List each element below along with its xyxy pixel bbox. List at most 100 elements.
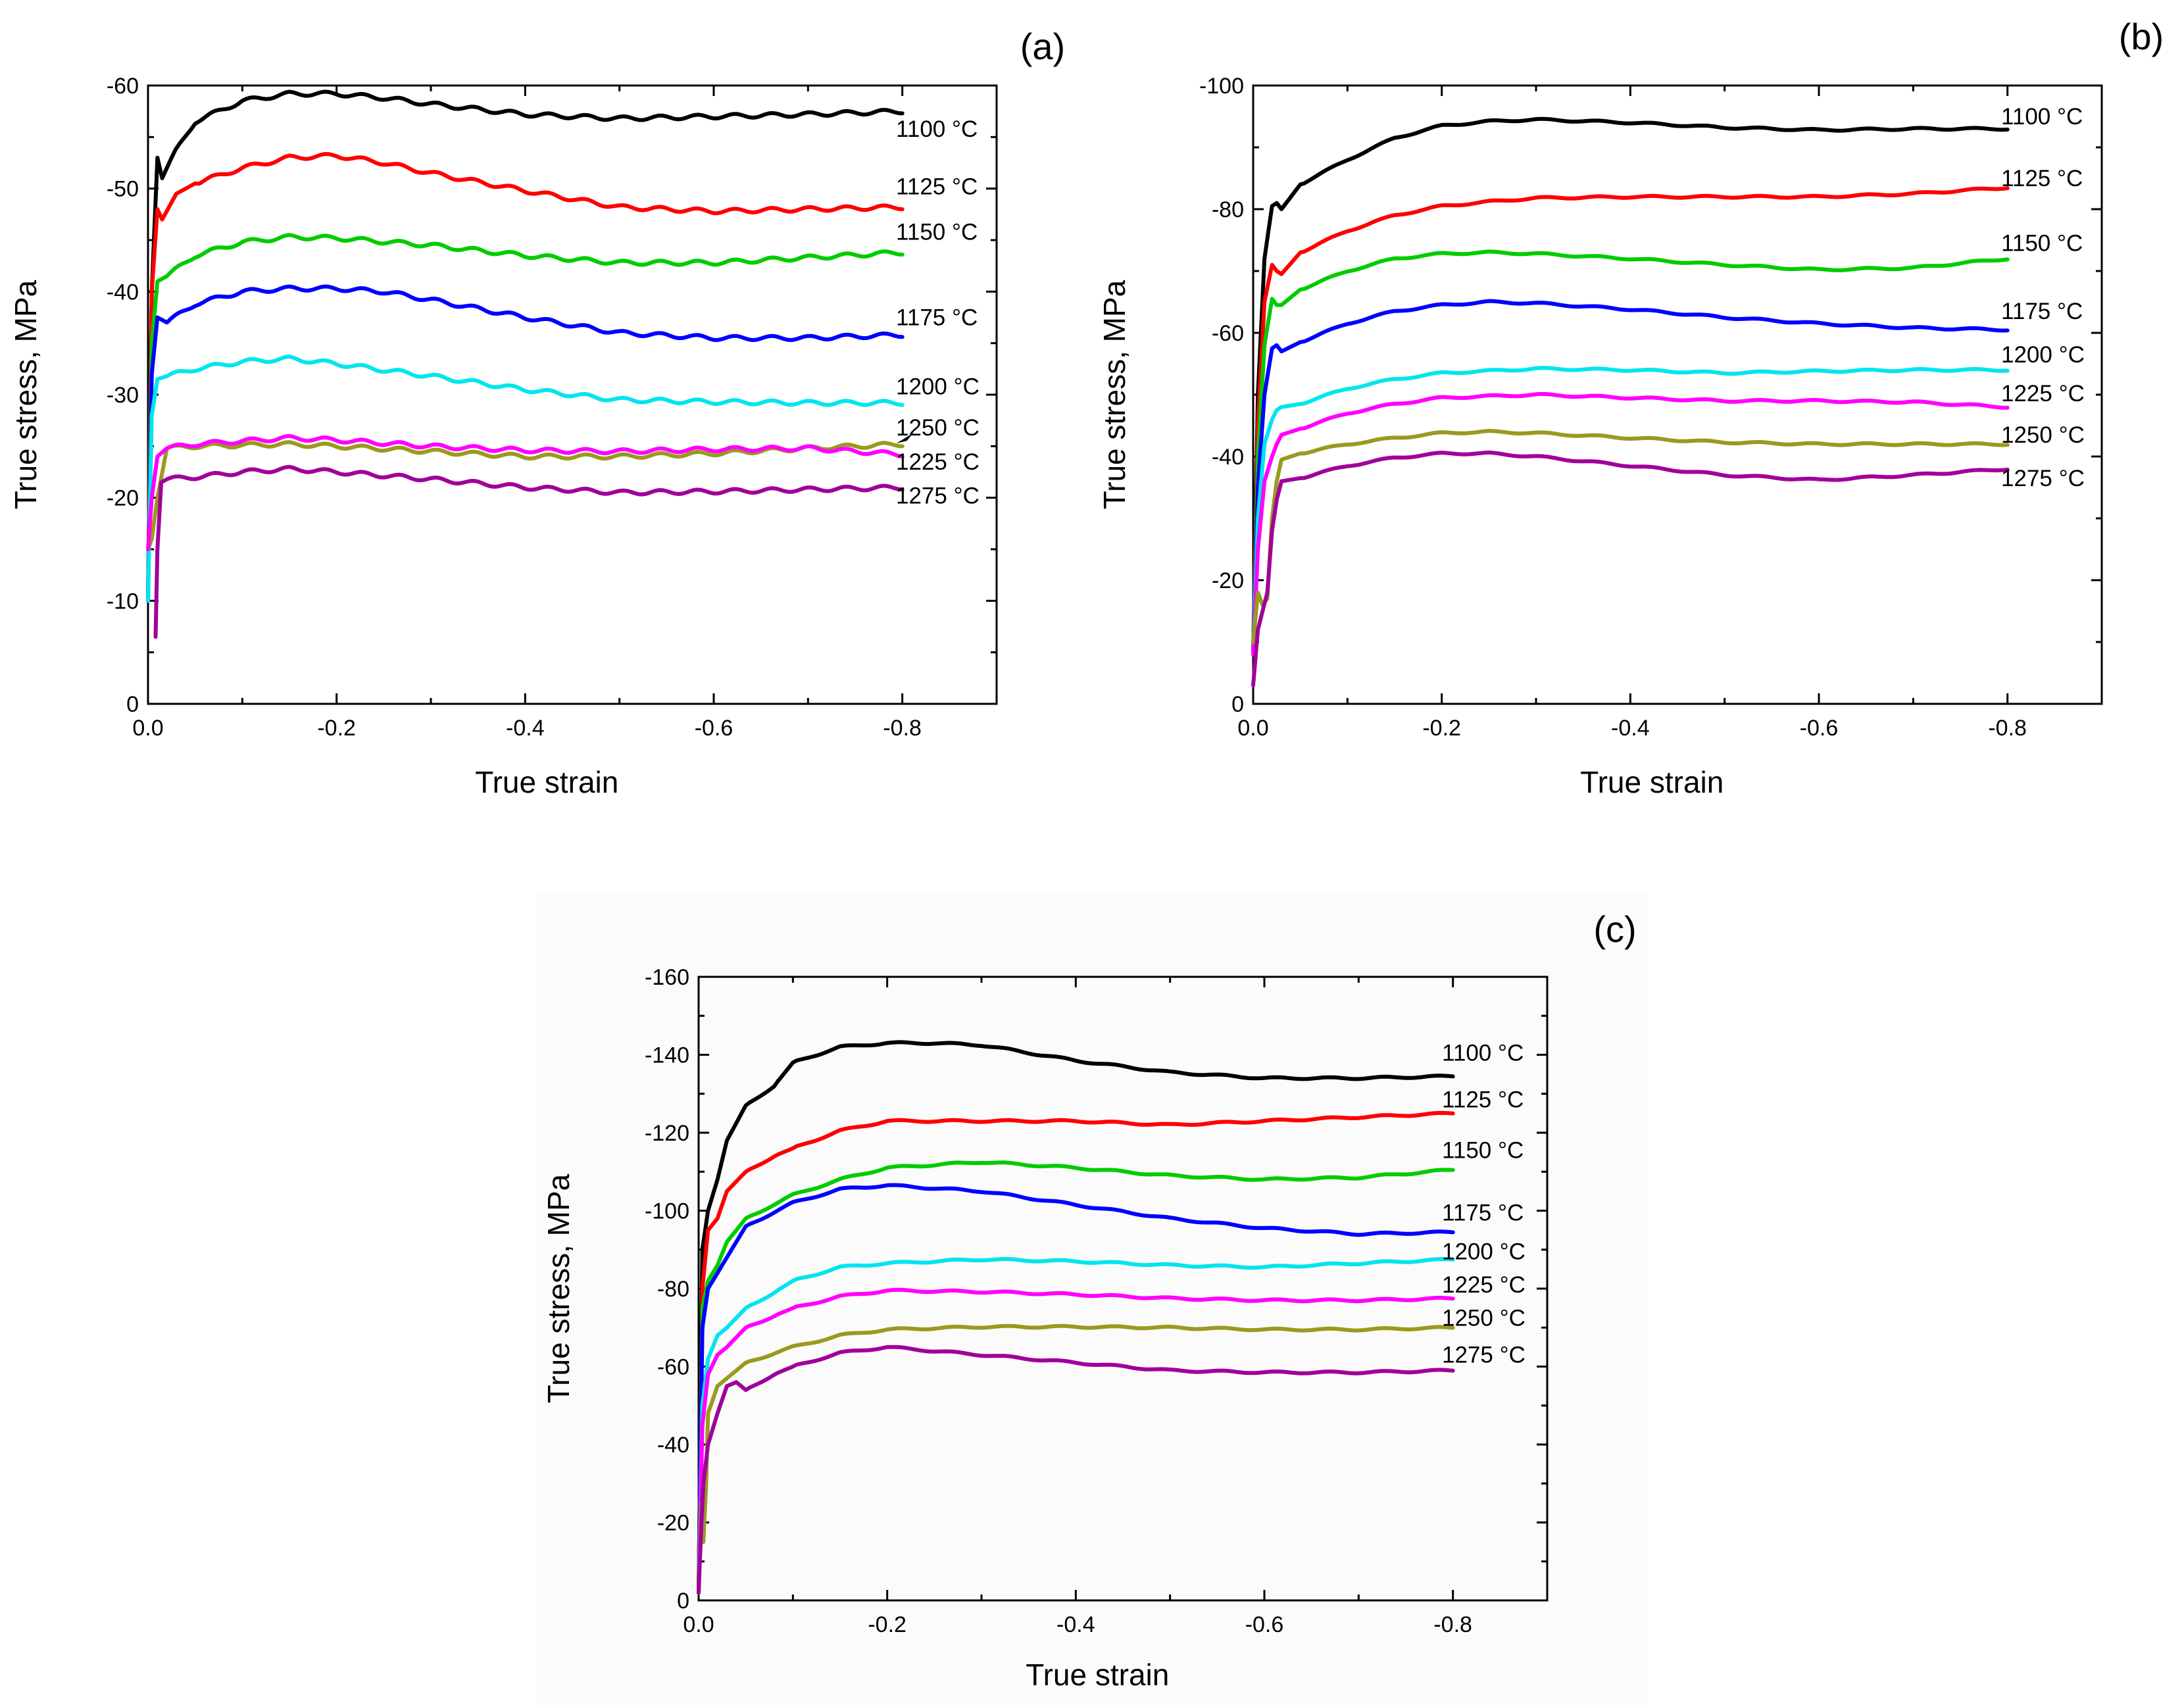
chart-panel-a: 0.0 -0.2 -0.4 -0.6 -0.8 0 -10 -20 -30 -40 -50 -60 Tr… bbox=[9, 26, 1065, 799]
y-tick-label: -60 bbox=[657, 1355, 689, 1380]
series-label-1125: 1125 °C bbox=[896, 174, 978, 200]
x-tick-label: -0.4 bbox=[1056, 1612, 1095, 1637]
y-axis-title: True stress, MPa bbox=[541, 1174, 576, 1403]
plot-frame bbox=[1252, 84, 2103, 705]
y-axis-title: True stress, MPa bbox=[9, 280, 43, 509]
series-label-1125: 1125 °C bbox=[2001, 166, 2083, 191]
x-tick-label: -0.4 bbox=[1611, 716, 1650, 741]
series-label-1150: 1150 °C bbox=[2001, 231, 2083, 257]
series-curve-1225 bbox=[1251, 392, 2010, 656]
y-tick-label: -20 bbox=[107, 486, 139, 511]
x-tick-label: -0.6 bbox=[1800, 716, 1839, 741]
series-label-1225: 1225 °C bbox=[1442, 1272, 1526, 1298]
series-curve-1150 bbox=[697, 1160, 1455, 1595]
series-label-1100: 1100 °C bbox=[1442, 1041, 1524, 1066]
series-curve-1250 bbox=[146, 440, 905, 551]
panel-label: (c) bbox=[1593, 908, 1636, 950]
series-curve-1175 bbox=[146, 284, 905, 603]
y-tick-label: -30 bbox=[107, 383, 139, 408]
chart-panel-c: 0.0 -0.2 -0.4 -0.6 -0.8 0 -20 -40 -60 -80 -100 -120… bbox=[541, 908, 1637, 1692]
y-tick-label: -20 bbox=[657, 1511, 689, 1536]
y-tick-label: -80 bbox=[1212, 197, 1244, 222]
series-label-1200: 1200 °C bbox=[896, 374, 980, 399]
y-tick-label: -20 bbox=[1212, 568, 1244, 593]
chart-panel-b: 0.0 -0.2 -0.4 -0.6 -0.8 0 -20 -40 -60 -80 -100 True… bbox=[1097, 16, 2164, 799]
x-axis-title: True strain bbox=[1026, 1658, 1169, 1692]
series-label-1200: 1200 °C bbox=[1442, 1239, 1526, 1265]
x-tick-label: -0.2 bbox=[1422, 716, 1461, 741]
series-curve-1200 bbox=[1251, 366, 2010, 656]
series-label-1175: 1175 °C bbox=[896, 305, 978, 331]
series-curve-1100 bbox=[1251, 116, 2010, 656]
y-tick-label: -40 bbox=[1212, 445, 1244, 470]
series-curve-1225 bbox=[146, 433, 905, 551]
y-tick-label: -40 bbox=[107, 280, 139, 305]
series-curve-1125 bbox=[1251, 186, 2010, 656]
series-curve-1125 bbox=[146, 152, 905, 603]
series-curve-1100 bbox=[146, 89, 905, 603]
series-curve-1150 bbox=[1251, 249, 2010, 656]
series-label-1250: 1250 °C bbox=[1442, 1305, 1526, 1331]
y-axis-title: True stress, MPa bbox=[1097, 280, 1131, 509]
y-tick-label: 0 bbox=[126, 692, 139, 717]
series-curve-1125 bbox=[697, 1110, 1455, 1595]
x-tick-label: -0.4 bbox=[506, 716, 545, 741]
y-tick-label: 0 bbox=[677, 1589, 689, 1614]
series-label-1225: 1225 °C bbox=[896, 449, 980, 475]
x-tick-label: -0.8 bbox=[1433, 1612, 1472, 1637]
series-curve-1100 bbox=[697, 1040, 1455, 1595]
x-axis-title: True strain bbox=[475, 765, 618, 799]
x-tick-label: 0.0 bbox=[132, 716, 163, 741]
y-tick-label: -60 bbox=[107, 74, 139, 99]
x-tick-label: -0.2 bbox=[868, 1612, 906, 1637]
series-curve-1200 bbox=[697, 1257, 1455, 1595]
y-tick-label: -60 bbox=[1212, 321, 1244, 346]
y-tick-label: -10 bbox=[107, 589, 139, 614]
y-tick-label: -100 bbox=[1199, 74, 1244, 99]
series-label-1250: 1250 °C bbox=[2001, 422, 2085, 448]
series-label-1275: 1275 °C bbox=[2001, 466, 2085, 491]
y-tick-label: -50 bbox=[107, 177, 139, 202]
x-tick-label: -0.8 bbox=[883, 716, 922, 741]
y-tick-label: -120 bbox=[645, 1121, 689, 1146]
x-tick-label: 0.0 bbox=[1237, 716, 1268, 741]
x-tick-label: -0.6 bbox=[695, 716, 733, 741]
series-label-1150: 1150 °C bbox=[896, 219, 978, 245]
y-tick-label: 0 bbox=[1231, 692, 1244, 717]
panel-label: (b) bbox=[2119, 16, 2164, 57]
panel-label: (a) bbox=[1020, 26, 1065, 67]
y-tick-label: -100 bbox=[645, 1199, 689, 1224]
series-label-1175: 1175 °C bbox=[1442, 1200, 1524, 1225]
series-label-1275: 1275 °C bbox=[896, 483, 980, 509]
series-label-1125: 1125 °C bbox=[1442, 1087, 1524, 1113]
x-tick-label: 0.0 bbox=[683, 1612, 714, 1637]
series-curve-1200 bbox=[146, 355, 905, 603]
x-axis-title: True strain bbox=[1580, 765, 1724, 799]
series-curve-1275 bbox=[697, 1345, 1455, 1595]
series-label-1175: 1175 °C bbox=[2001, 299, 2083, 324]
x-tick-label: -0.2 bbox=[317, 716, 356, 741]
y-tick-label: -160 bbox=[645, 965, 689, 990]
x-tick-label: -0.8 bbox=[1988, 716, 2027, 741]
series-curve-1250 bbox=[1251, 429, 2010, 644]
series-curve-1175 bbox=[1251, 299, 2010, 656]
series-label-1100: 1100 °C bbox=[2001, 104, 2083, 130]
series-label-1150: 1150 °C bbox=[1442, 1138, 1524, 1164]
x-tick-label: -0.6 bbox=[1245, 1612, 1284, 1637]
y-tick-label: -80 bbox=[657, 1277, 689, 1302]
series-label-1100: 1100 °C bbox=[896, 116, 978, 142]
series-label-1200: 1200 °C bbox=[2001, 342, 2085, 368]
series-curve-1175 bbox=[697, 1183, 1455, 1595]
series-label-1225: 1225 °C bbox=[2001, 381, 2085, 407]
series-curve-1275 bbox=[1251, 450, 2010, 687]
series-curve-1275 bbox=[153, 464, 905, 639]
series-curve-1250 bbox=[697, 1323, 1455, 1595]
panel-c-background bbox=[536, 891, 1648, 1705]
series-curve-1150 bbox=[146, 233, 905, 603]
series-curve-1225 bbox=[697, 1287, 1455, 1595]
y-tick-label: -140 bbox=[645, 1043, 689, 1068]
y-tick-label: -40 bbox=[657, 1433, 689, 1458]
series-label-1275: 1275 °C bbox=[1442, 1343, 1526, 1368]
annotation-arrow bbox=[896, 433, 914, 444]
